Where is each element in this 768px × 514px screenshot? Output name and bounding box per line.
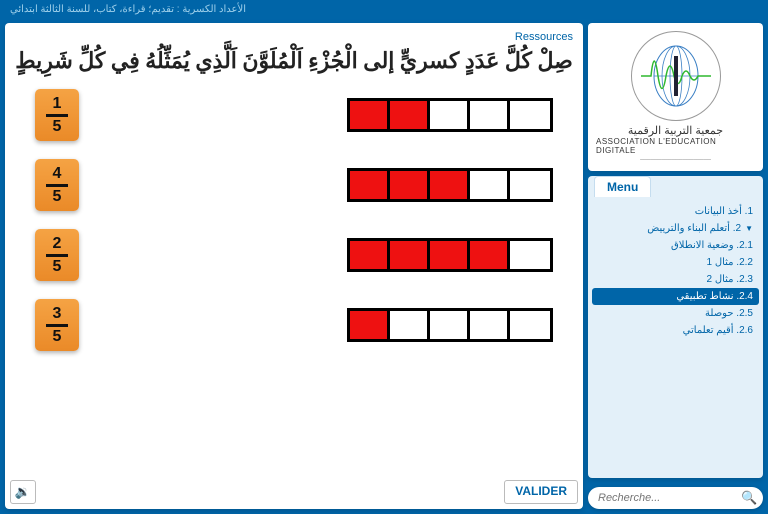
strip-cell [510, 171, 550, 199]
fraction-denominator: 5 [46, 329, 68, 345]
exercise-row: 35 [35, 299, 553, 351]
fraction-strip[interactable] [347, 168, 553, 202]
fraction-denominator: 5 [46, 119, 68, 135]
logo-circle [631, 31, 721, 121]
fraction-strip[interactable] [347, 98, 553, 132]
fraction-denominator: 5 [46, 189, 68, 205]
fraction-box[interactable]: 25 [35, 229, 79, 281]
strip-cell [430, 311, 470, 339]
search-icon[interactable]: 🔍 [741, 490, 757, 506]
fraction-strip[interactable] [347, 238, 553, 272]
strip-cell [470, 171, 510, 199]
fraction-numerator: 2 [46, 236, 68, 252]
fraction-value: 45 [46, 166, 68, 205]
fraction-bar [46, 114, 68, 117]
strip-cell [350, 101, 390, 129]
menu-list: 1. أخذ البيانات ▼ 2. أتعلم البناء والترييض… [588, 197, 763, 345]
strip-cell [510, 241, 550, 269]
logo-icon [636, 36, 716, 116]
exercise-row: 15 [35, 89, 553, 141]
exercise-row: 25 [35, 229, 553, 281]
menu-item[interactable]: 2.1. وضعية الانطلاق [592, 237, 759, 254]
search-box: 🔍 [588, 487, 763, 509]
logo-text-english: ASSOCIATION L'EDUCATION DIGITALE [596, 137, 755, 155]
menu-panel: Menu 1. أخذ البيانات ▼ 2. أتعلم البناء وال… [588, 176, 763, 478]
fraction-box[interactable]: 15 [35, 89, 79, 141]
fraction-value: 15 [46, 96, 68, 135]
question-title: صِلْ كُلَّ عَدَدٍ كسريٍّ إلى الْجُزْءِ ا… [15, 48, 573, 74]
strip-cell [470, 101, 510, 129]
header-title: الأعداد الكسرية : تقديم؛ قراءة، كتاب، لل… [10, 4, 246, 15]
strip-cell [350, 171, 390, 199]
strip-cell [470, 311, 510, 339]
fraction-box[interactable]: 45 [35, 159, 79, 211]
resources-link[interactable]: Ressources [15, 31, 573, 43]
strip-cell [430, 241, 470, 269]
strip-cell [510, 101, 550, 129]
strip-cell [390, 171, 430, 199]
logo-text-arabic: جمعية التربية الرقمية [628, 124, 723, 137]
menu-item[interactable]: 2.6. أقيم تعلماتي [592, 322, 759, 339]
menu-item-label: 2.2. مثال 1 [707, 257, 754, 268]
fraction-strip[interactable] [347, 308, 553, 342]
fraction-numerator: 3 [46, 306, 68, 322]
menu-item[interactable]: 2.3. مثال 2 [592, 271, 759, 288]
validate-button[interactable]: VALIDER [504, 480, 578, 504]
fraction-numerator: 1 [46, 96, 68, 112]
menu-item-label: 2.1. وضعية الانطلاق [671, 240, 753, 251]
exercise-row: 45 [35, 159, 553, 211]
fraction-denominator: 5 [46, 259, 68, 275]
menu-item[interactable]: 2.2. مثال 1 [592, 254, 759, 271]
menu-item[interactable]: ▼ 2. أتعلم البناء والترييض [592, 220, 759, 237]
fraction-box[interactable]: 35 [35, 299, 79, 351]
fraction-value: 25 [46, 236, 68, 275]
content-panel: Ressources صِلْ كُلَّ عَدَدٍ كسريٍّ إلى … [5, 23, 583, 509]
menu-item-label: 2.6. أقيم تعلماتي [683, 325, 753, 336]
menu-item-label: 2.5. حوصلة [705, 308, 753, 319]
strip-cell [350, 311, 390, 339]
fraction-bar [46, 184, 68, 187]
search-input[interactable] [598, 492, 741, 504]
exercise-rows: 15452535 [15, 84, 573, 501]
menu-item-label: 2.4. نشاط تطبيقي [676, 291, 753, 302]
fraction-value: 35 [46, 306, 68, 345]
header-bar: الأعداد الكسرية : تقديم؛ قراءة، كتاب، لل… [0, 0, 768, 18]
strip-cell [430, 171, 470, 199]
fraction-bar [46, 324, 68, 327]
menu-item[interactable]: 2.5. حوصلة [592, 305, 759, 322]
chevron-down-icon: ▼ [745, 224, 753, 233]
main-area: Ressources صِلْ كُلَّ عَدَدٍ كسريٍّ إلى … [0, 18, 768, 514]
menu-item[interactable]: 1. أخذ البيانات [592, 203, 759, 220]
menu-item[interactable]: 2.4. نشاط تطبيقي [592, 288, 759, 305]
menu-item-label: 1. أخذ البيانات [695, 206, 753, 217]
strip-cell [510, 311, 550, 339]
sound-button[interactable]: 🔉 [10, 480, 36, 504]
strip-cell [430, 101, 470, 129]
menu-tab[interactable]: Menu [594, 176, 651, 197]
strip-cell [390, 101, 430, 129]
bottom-bar: 🔉 VALIDER [10, 480, 578, 504]
strip-cell [390, 241, 430, 269]
sidebar: جمعية التربية الرقمية ASSOCIATION L'EDUC… [588, 23, 763, 509]
strip-cell [470, 241, 510, 269]
fraction-bar [46, 254, 68, 257]
logo-box: جمعية التربية الرقمية ASSOCIATION L'EDUC… [588, 23, 763, 171]
logo-footer: ──────────────────── [640, 157, 711, 163]
speaker-icon: 🔉 [15, 484, 31, 500]
strip-cell [350, 241, 390, 269]
menu-item-label: 2.3. مثال 2 [707, 274, 754, 285]
strip-cell [390, 311, 430, 339]
menu-item-label: 2. أتعلم البناء والترييض [647, 223, 741, 234]
fraction-numerator: 4 [46, 166, 68, 182]
